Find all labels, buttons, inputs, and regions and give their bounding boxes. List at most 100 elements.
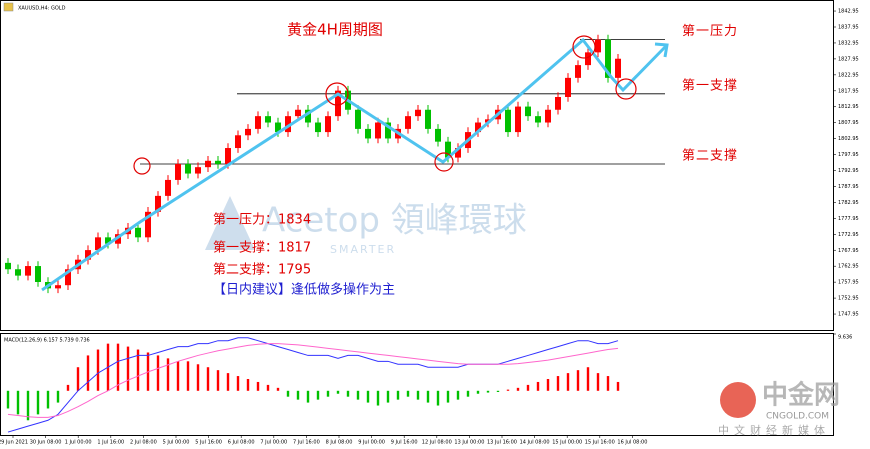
macd-bar [346,390,350,397]
candle-body [55,285,61,289]
x-tick-label: 16 Jul 08:00 [617,440,647,446]
y-tick-label: 1837.95 [838,24,859,30]
macd-frame [0,333,834,436]
macd-bar [426,390,430,403]
chart-title: 黄金4H周期图 [287,21,383,39]
candle-body [35,266,41,282]
x-tick-label: 5 Jul 16:00 [195,440,222,446]
macd-bar [116,343,120,391]
x-tick-label: 13 Jul 16:00 [487,440,517,446]
candle-body [355,109,361,129]
macd-bar [36,390,40,415]
x-tick-label: 12 Jul 08:00 [422,440,452,446]
x-tick-label: 13 Jul 00:00 [454,440,484,446]
candle-body [285,116,291,133]
macd-bar [246,379,250,391]
candle-body [255,116,261,129]
macd-bar [56,390,60,403]
candle-body [385,122,391,139]
x-tick-label: 6 Jul 08:00 [228,440,255,446]
macd-bar [436,390,440,406]
y-tick-label: 1832.95 [838,40,859,46]
macd-bar [356,390,360,400]
symbol-icon [3,2,14,12]
highlight-circle [133,157,151,175]
macd-bar [446,390,450,403]
macd-bar [366,390,370,403]
candle-body [565,77,571,98]
macd-bar [596,373,600,391]
macd-bar [506,389,510,391]
y-tick-label: 1842.95 [838,9,859,15]
level-label: 第一压力 [682,24,738,39]
y-tick-label: 1797.95 [838,152,859,158]
candle-body [375,122,381,139]
macd-bar [176,361,180,391]
candle-body [165,179,171,196]
macd-bar [516,387,520,391]
macd-line [7,343,619,418]
macd-y-tick-label: 9.636 [838,335,852,341]
y-tick-label: 1772.95 [838,232,859,238]
macd-label: MACD(12,26,9) 6.157 5.739 0.736 [4,338,90,344]
y-tick-label: 1767.95 [838,248,859,254]
candle-body [505,109,511,133]
macd-bar [236,376,240,391]
candle-body [235,135,241,149]
macd-bar [46,390,50,409]
candle-body [65,269,71,286]
x-tick-label: 14 Jul 08:00 [520,440,550,446]
macd-bar [476,390,480,394]
candle-body [85,250,91,260]
annotation: 第一压力：1834 [213,213,311,228]
candle-body [105,237,111,244]
candle-body [175,163,181,180]
macd-bar [286,390,290,397]
annotation: 【日内建议】逢低做多操作为主 [213,282,395,298]
macd-bar [166,358,170,391]
x-tick-label: 7 Jul 00:00 [260,440,287,446]
watermark-logo [205,196,255,250]
x-tick-label: 1 Jul 00:00 [65,440,92,446]
x-tick-label: 2 Jul 08:00 [130,440,157,446]
macd-bar [566,373,570,391]
candle-body [425,109,431,129]
macd-bar [496,390,500,392]
macd-bar [486,390,490,393]
candle-body [445,141,451,158]
y-tick-label: 1762.95 [838,264,859,270]
macd-bar [266,384,270,391]
y-tick-label: 1812.95 [838,104,859,110]
candle-body [195,167,201,174]
annotation: 第二支撑：1795 [213,263,311,278]
candle-body [265,116,271,123]
candle-body [405,116,411,129]
macd-bar [536,381,540,391]
macd-bar [336,390,340,394]
candle-body [415,109,421,117]
y-tick-label: 1792.95 [838,168,859,174]
macd-bar [126,346,130,391]
candle-body [525,106,531,117]
y-tick-label: 1757.95 [838,280,859,286]
candle-body [245,128,251,136]
logo-slogan: 中文财经新媒体 [718,423,830,437]
macd-bar [386,390,390,403]
candle-body [15,269,21,276]
macd-bar [186,361,190,391]
macd-bar [326,390,330,397]
macd-bar [206,367,210,391]
candle-body [305,109,311,123]
macd-bar [546,379,550,391]
main-frame [0,0,834,331]
x-tick-label: 29 Jun 2021 [0,440,28,446]
logo-site: CNGOLD.COM [766,412,829,422]
x-tick-label: 9 Jul 16:00 [391,440,418,446]
candle-body [335,90,341,117]
macd-bar [376,390,380,406]
macd-bar [316,390,320,400]
candle-body [515,106,521,133]
candle-body [615,58,621,78]
candle-body [545,109,551,123]
candle-body [185,163,191,174]
